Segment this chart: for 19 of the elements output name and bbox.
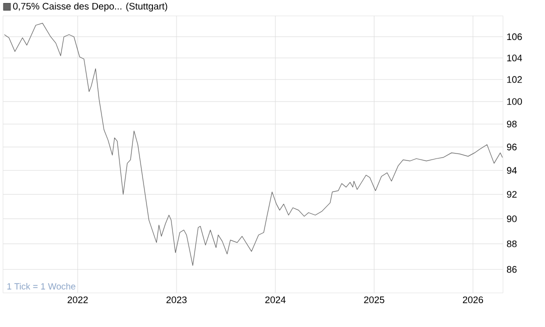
x-tick-label: 2022 xyxy=(68,296,88,304)
y-tick-label: 94 xyxy=(506,167,517,174)
y-tick-label: 86 xyxy=(506,266,517,273)
y-tick-label: 96 xyxy=(506,144,517,150)
y-tick-label: 106 xyxy=(507,33,522,40)
line-series xyxy=(4,22,503,266)
y-tick-label: 90 xyxy=(506,215,517,222)
x-tick-label: 2023 xyxy=(166,296,187,304)
y-tick-label: 102 xyxy=(507,76,522,83)
y-tick-label: 100 xyxy=(507,98,522,105)
y-tick-label: 88 xyxy=(506,240,517,248)
y-tick-label: 104 xyxy=(507,54,522,62)
x-tick-label: 2025 xyxy=(364,296,384,304)
annotation: 1 Tick = 1 Woche xyxy=(7,282,76,290)
x-tick-label: 2026 xyxy=(462,296,484,304)
legend-label: 0,75% Caisse des Depo... (Stuttgart) xyxy=(13,2,168,12)
x-tick-label: 2024 xyxy=(265,296,286,304)
y-tick-label: 98 xyxy=(506,120,517,128)
y-tick-label: 92 xyxy=(506,190,517,198)
